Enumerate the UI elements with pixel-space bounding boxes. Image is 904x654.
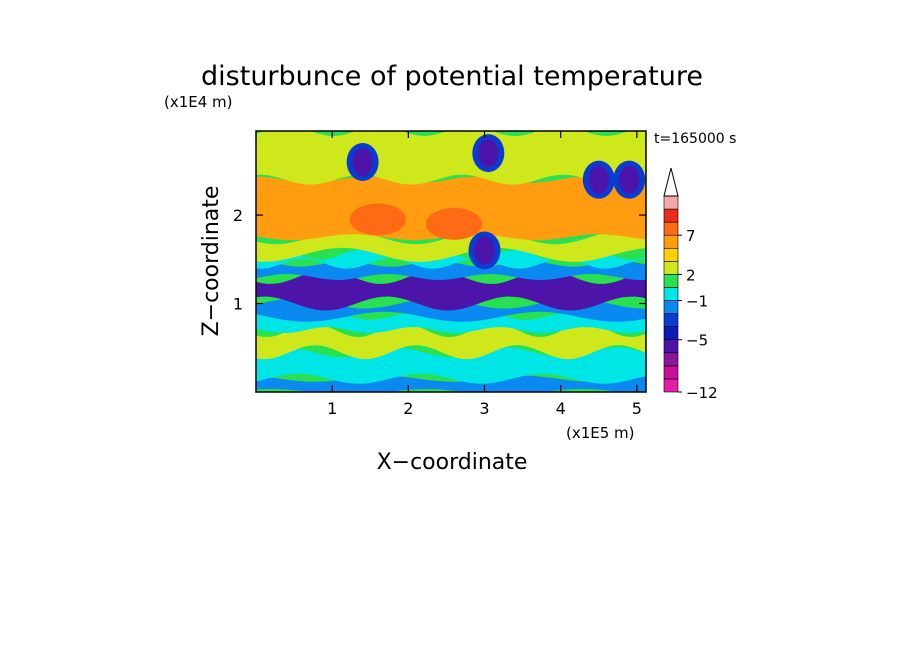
x-tick-label: 3 bbox=[479, 399, 489, 418]
colorbar-segment bbox=[663, 234, 679, 249]
contour-band bbox=[256, 323, 646, 360]
colorbar-tick-label: −12 bbox=[686, 384, 718, 402]
colorbar-segment bbox=[663, 208, 679, 223]
colorbar-segment bbox=[663, 352, 679, 367]
colorbar-segment bbox=[663, 261, 679, 275]
contour-feature bbox=[474, 236, 495, 265]
time-label: t=165000 s bbox=[654, 131, 736, 147]
colorbar-segment bbox=[663, 221, 679, 236]
colorbar-tick-label: 7 bbox=[686, 227, 696, 245]
y-tick-label: 1 bbox=[233, 295, 243, 314]
contour-plot-area bbox=[256, 131, 646, 392]
contour-band bbox=[256, 313, 646, 334]
plot-frame bbox=[255, 130, 647, 393]
contour-band bbox=[256, 270, 646, 311]
contour-band bbox=[256, 249, 646, 269]
y-axis-ticks: 12 bbox=[233, 206, 646, 314]
x-tick-label: 2 bbox=[403, 399, 413, 418]
y-axis-title: Z−coordinate bbox=[199, 186, 224, 337]
chart-title: disturbunce of potential temperature bbox=[201, 61, 703, 92]
colorbar-segment bbox=[663, 195, 679, 210]
colorbar-segment bbox=[663, 287, 679, 301]
x-axis-ticks: 1 2 3 4 5 bbox=[327, 131, 642, 418]
colorbar-tick-label: −1 bbox=[686, 293, 708, 311]
contour-feature bbox=[352, 147, 373, 176]
colorbar-segment bbox=[663, 326, 679, 341]
x-axis-unit-label: (x1E5 m) bbox=[566, 424, 635, 442]
colorbar-segment bbox=[663, 274, 679, 288]
contour-feature bbox=[588, 165, 609, 194]
y-axis-unit-label: (x1E4 m) bbox=[164, 93, 233, 111]
contour-band bbox=[256, 230, 646, 262]
colorbar: −12−5−127 bbox=[663, 167, 718, 402]
colorbar-overflow-triangle bbox=[663, 167, 679, 197]
y-tick-label: 2 bbox=[233, 206, 243, 225]
colorbar-tick-label: 2 bbox=[686, 266, 696, 284]
colorbar-segment bbox=[663, 247, 679, 262]
colorbar-segment bbox=[663, 378, 679, 393]
x-tick-label: 1 bbox=[327, 399, 337, 418]
colorbar-segment bbox=[663, 313, 679, 327]
x-axis-title: X−coordinate bbox=[377, 450, 528, 475]
colorbar-segment bbox=[663, 365, 679, 380]
x-tick-label: 5 bbox=[632, 399, 642, 418]
contour-feature bbox=[619, 165, 640, 194]
contour-feature bbox=[426, 207, 483, 240]
colorbar-tick-label: −5 bbox=[686, 332, 708, 350]
contour-features bbox=[346, 134, 646, 270]
colorbar-segment bbox=[663, 339, 679, 354]
x-tick-label: 4 bbox=[556, 399, 566, 418]
contour-feature bbox=[349, 203, 406, 236]
contour-feature bbox=[478, 139, 499, 168]
colorbar-segment bbox=[663, 300, 679, 314]
